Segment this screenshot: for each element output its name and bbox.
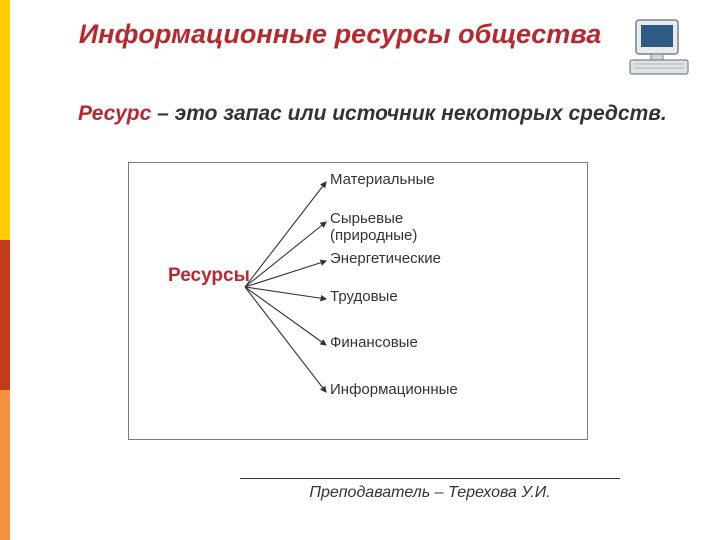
slide-title: Информационные ресурсы общества xyxy=(60,18,620,52)
sidebar-stripe xyxy=(0,390,10,540)
definition-rest: – это запас или источник некоторых средс… xyxy=(151,102,667,125)
diagram-leaf: Трудовые xyxy=(330,289,480,306)
diagram-leaf: Финансовые xyxy=(330,335,480,352)
footer-divider xyxy=(240,478,620,479)
diagram-leaf: Материальные xyxy=(330,172,480,189)
sidebar-stripe xyxy=(0,0,10,240)
diagram-leaf: Сырьевые (природные) xyxy=(330,211,480,245)
diagram-root-label: Ресурсы xyxy=(168,265,248,287)
footer-teacher: Преподаватель – Терехова У.И. xyxy=(240,484,620,502)
computer-icon xyxy=(626,18,692,78)
sidebar-stripe xyxy=(0,240,10,390)
definition-term: Ресурс xyxy=(78,102,151,125)
definition-line: Ресурс – это запас или источник некоторы… xyxy=(78,100,680,127)
diagram-leaf: Информационные xyxy=(330,382,480,399)
diagram-leaf: Энергетические xyxy=(330,251,480,268)
